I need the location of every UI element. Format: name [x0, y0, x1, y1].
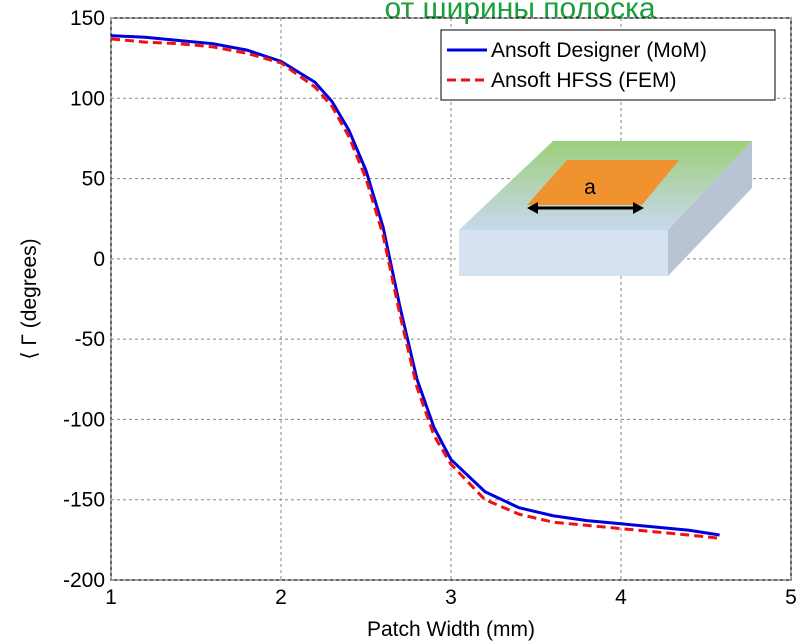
series-line [110, 37, 720, 540]
y-tick-label: 100 [70, 87, 105, 110]
chart-title: от ширины полоска [384, 0, 655, 25]
legend-label: Ansoft HFSS (FEM) [491, 69, 677, 92]
y-tick-label: 50 [82, 168, 105, 191]
legend-label: Ansoft Designer (MoM) [491, 39, 707, 62]
y-tick-label: -150 [63, 489, 105, 512]
dimension-label: a [584, 176, 596, 199]
series-line [110, 34, 720, 537]
substrate-front [459, 230, 668, 276]
y-tick-label: 0 [93, 248, 105, 271]
legend-box [440, 29, 776, 101]
x-tick-label: 1 [105, 586, 117, 609]
substrate-side [668, 141, 752, 276]
grid [110, 17, 792, 581]
inset-diagram: a [459, 141, 752, 276]
arrow-head [527, 202, 538, 214]
x-tick-label: 5 [785, 586, 797, 609]
y-tick-label: -100 [63, 408, 105, 431]
legend: Ansoft Designer (MoM) Ansoft HFSS (FEM) [440, 29, 776, 101]
y-tick-label: 150 [70, 7, 105, 30]
y-tick-label: -50 [75, 328, 105, 351]
y-tick-label: -200 [63, 569, 105, 592]
x-tick-label: 2 [275, 586, 287, 609]
y-axis-label: ⟨ Γ (degrees) [18, 238, 41, 359]
x-axis-label: Patch Width (mm) [367, 618, 535, 641]
patch [527, 160, 679, 205]
arrow-head [633, 202, 644, 214]
x-tick-label: 4 [615, 586, 627, 609]
x-tick-label: 3 [445, 586, 457, 609]
